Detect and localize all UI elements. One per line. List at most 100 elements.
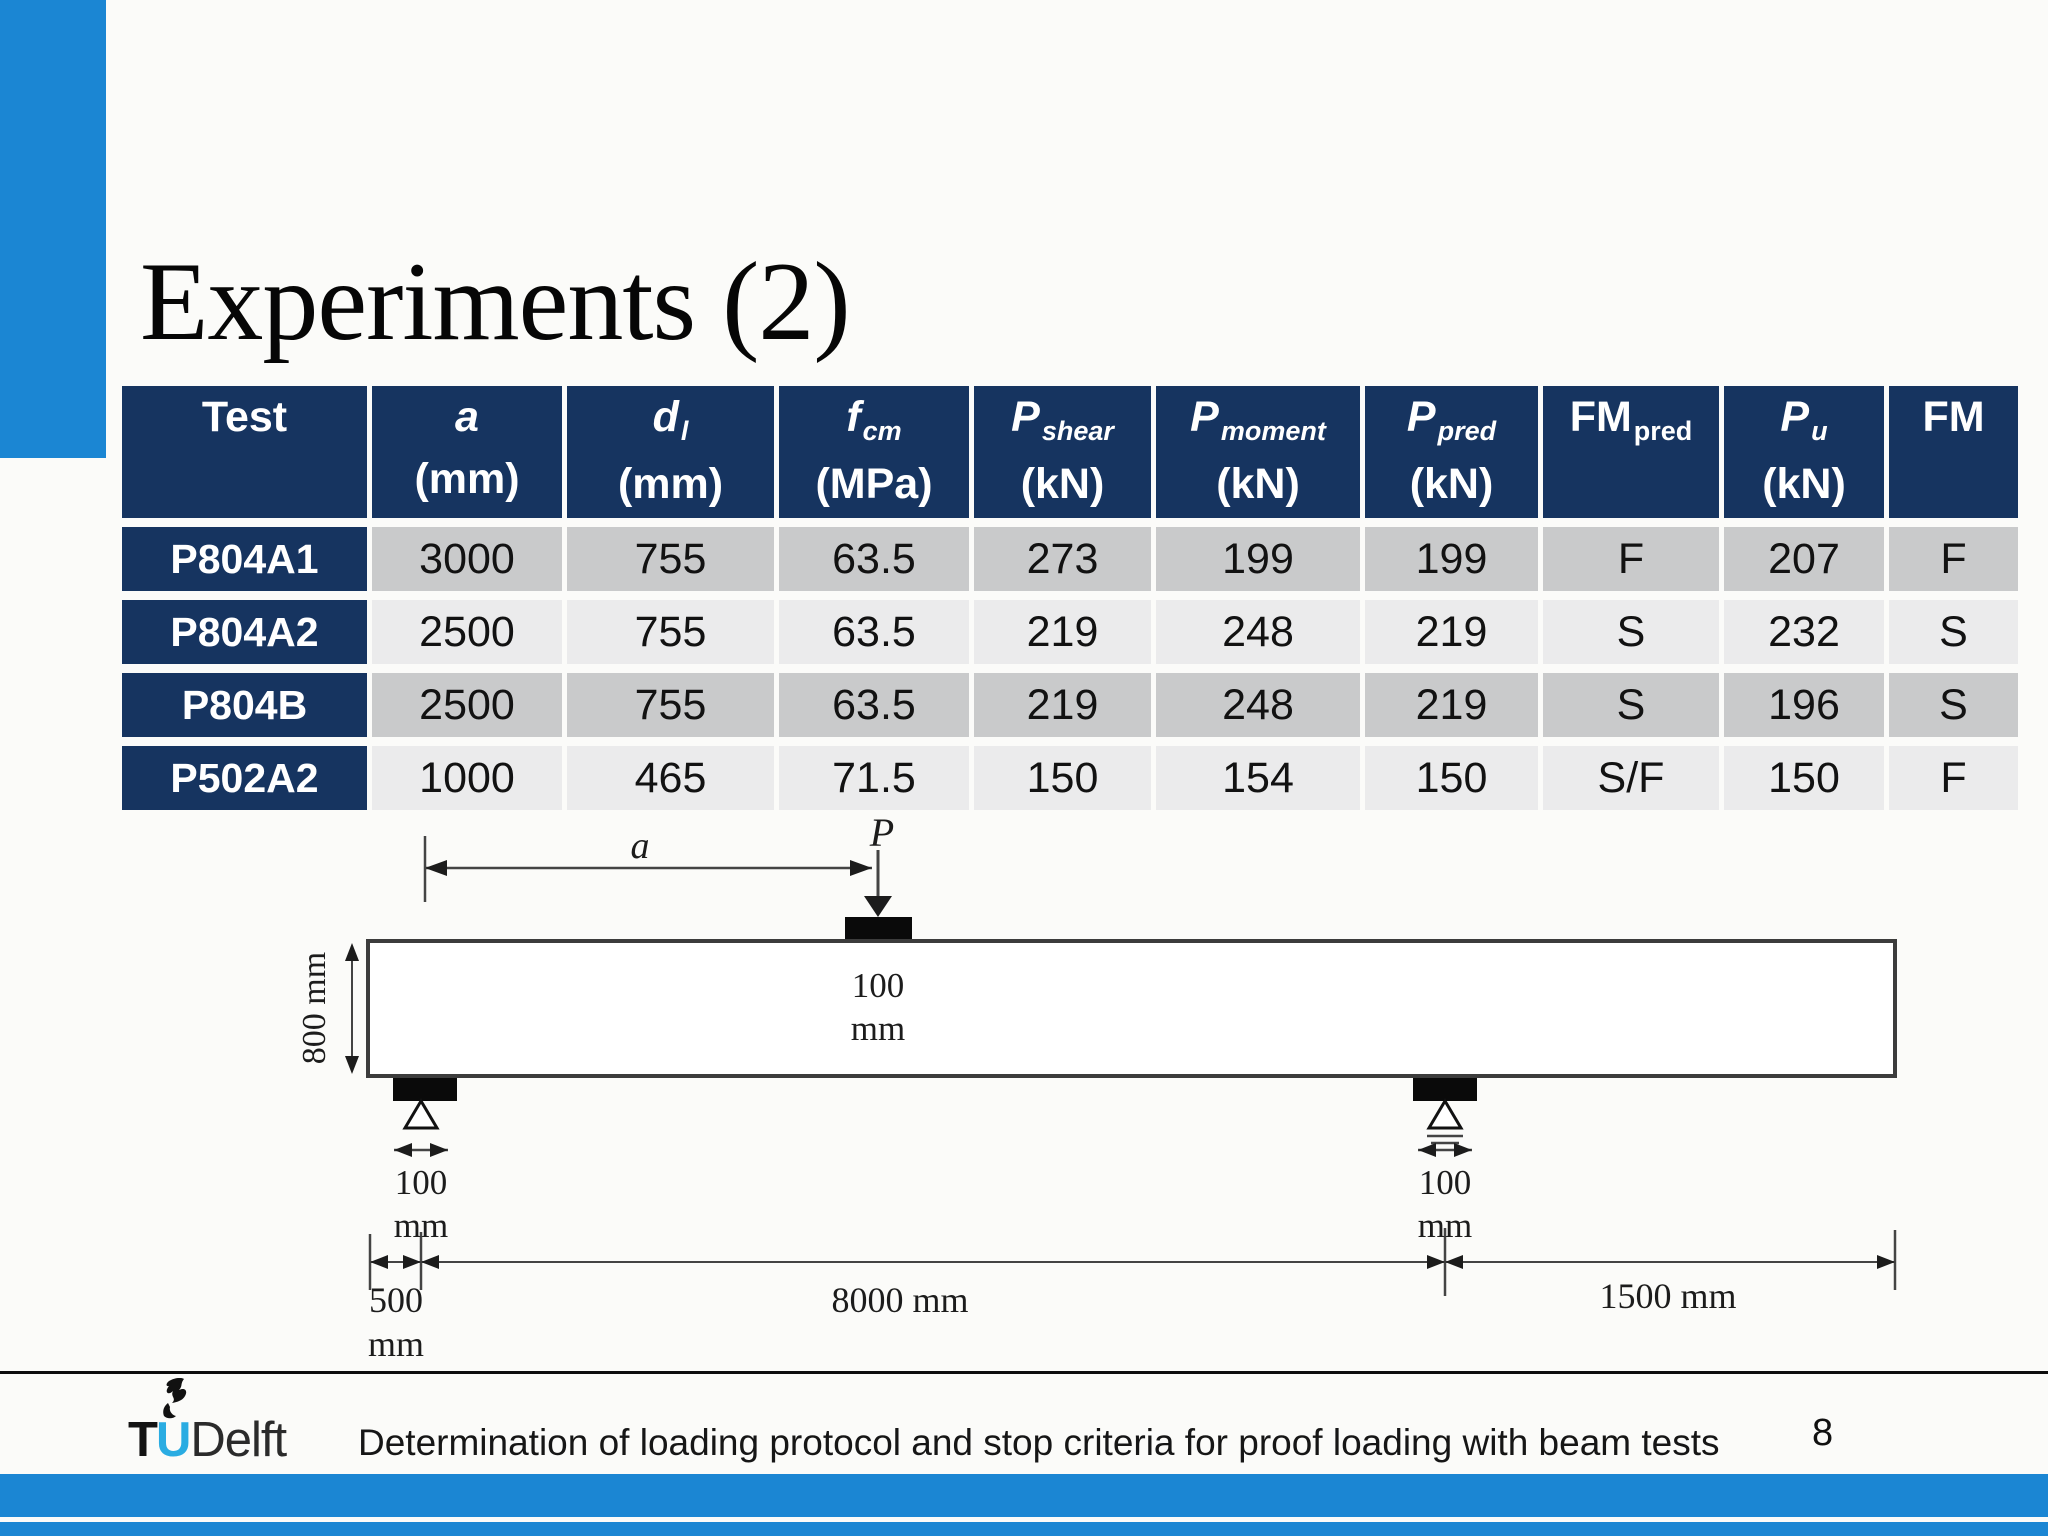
- test-id-cell: P502A2: [122, 746, 367, 810]
- data-cell: F: [1889, 746, 2018, 810]
- header-unit: (kN): [1762, 460, 1846, 508]
- shear-span-dimension: [423, 836, 872, 902]
- header-symbol: FM: [1569, 393, 1632, 441]
- load-plate-width-value: 100: [852, 966, 905, 1005]
- header-symbol: FM: [1922, 393, 1985, 441]
- data-cell: 219: [974, 600, 1151, 664]
- header-symbol: f: [846, 393, 861, 441]
- logo-letter-u: U: [155, 1413, 191, 1467]
- data-cell: 63.5: [779, 600, 969, 664]
- column-header-pu: Pu (kN): [1724, 386, 1884, 518]
- header-subscript: pred: [1633, 416, 1693, 446]
- header-subscript: cm: [862, 416, 902, 446]
- column-header-dl: dl (mm): [567, 386, 774, 518]
- data-cell: 150: [1365, 746, 1538, 810]
- slide-title: Experiments (2): [140, 240, 851, 364]
- data-cell: 755: [567, 600, 774, 664]
- header-unit: (MPa): [815, 460, 933, 508]
- data-cell: 196: [1724, 673, 1884, 737]
- beam-depth-dimension: [345, 943, 359, 1074]
- data-cell: 219: [974, 673, 1151, 737]
- column-header-fmpred: FMpred: [1543, 386, 1719, 518]
- header-unit: (mm): [414, 455, 520, 503]
- right-support-width-unit: mm: [1418, 1206, 1472, 1245]
- data-cell: S: [1543, 600, 1719, 664]
- header-unit: (kN): [1020, 460, 1105, 508]
- right-support: [1413, 1078, 1477, 1157]
- table-header: Test a (mm) dl (mm) fcm (MPa) Pshear (kN) Pmoment…: [122, 386, 2018, 518]
- data-cell: 63.5: [779, 673, 969, 737]
- header-subscript: shear: [1041, 416, 1114, 446]
- beam-depth-label: 800 mm: [296, 952, 333, 1064]
- test-id-cell: P804A1: [122, 527, 367, 591]
- results-table: Test a (mm) dl (mm) fcm (MPa) Pshear (kN) Pmoment…: [117, 377, 2023, 819]
- span-dimension-label: 8000 mm: [831, 1280, 968, 1320]
- data-cell: S: [1889, 673, 2018, 737]
- data-cell: S: [1889, 600, 2018, 664]
- column-header-pshear: Pshear (kN): [974, 386, 1151, 518]
- data-cell: 465: [567, 746, 774, 810]
- header-symbol: P: [1406, 393, 1436, 441]
- footer-separator-line: [0, 1371, 2048, 1374]
- header-unit: (kN): [1409, 460, 1494, 508]
- data-cell: 154: [1156, 746, 1360, 810]
- header-subscript: moment: [1220, 416, 1326, 446]
- left-support-width-value: 100: [395, 1163, 448, 1202]
- column-header-pmoment: Pmoment (kN): [1156, 386, 1360, 518]
- data-cell: 1000: [372, 746, 562, 810]
- test-id-cell: P804B: [122, 673, 367, 737]
- column-header-fm: FM: [1889, 386, 2018, 518]
- data-cell: F: [1543, 527, 1719, 591]
- column-header-a: a (mm): [372, 386, 562, 518]
- test-id-cell: P804A2: [122, 600, 367, 664]
- left-overhang-unit: mm: [368, 1324, 424, 1364]
- shear-span-label: a: [631, 825, 650, 867]
- left-accent-bar: [0, 0, 106, 458]
- footer-blue-bar-top: [0, 1474, 2048, 1517]
- logo-text: TUDelft: [128, 1413, 287, 1467]
- data-cell: 150: [974, 746, 1151, 810]
- header-unit: (mm): [617, 460, 724, 508]
- header-subscript: pred: [1437, 416, 1497, 446]
- left-support-width-unit: mm: [394, 1206, 448, 1245]
- header-unit: (kN): [1216, 460, 1300, 508]
- data-cell: 199: [1156, 527, 1360, 591]
- load-arrow: [864, 850, 892, 917]
- data-cell: 232: [1724, 600, 1884, 664]
- data-cell: 150: [1724, 746, 1884, 810]
- header-symbol: P: [1190, 393, 1219, 441]
- table-body: P804A1 3000 755 63.5 273 199 199 F 207 F P804A2 250…: [122, 527, 2018, 810]
- header-symbol: P: [1780, 393, 1810, 441]
- table-row: P804A1 3000 755 63.5 273 199 199 F 207 F: [122, 527, 2018, 591]
- column-header-fcm: fcm (MPa): [779, 386, 969, 518]
- left-overhang-value: 500: [369, 1280, 423, 1320]
- data-cell: 248: [1156, 600, 1360, 664]
- page-number: 8: [1812, 1412, 1834, 1454]
- logo-word-delft: Delft: [190, 1413, 287, 1467]
- table-row: P804B 2500 755 63.5 219 248 219 S 196 S: [122, 673, 2018, 737]
- table-row: P804A2 2500 755 63.5 219 248 219 S 232 S: [122, 600, 2018, 664]
- load-plate: [845, 917, 912, 941]
- header-symbol: a: [455, 393, 479, 441]
- footer-caption: Determination of loading protocol and st…: [358, 1422, 1720, 1463]
- data-cell: 199: [1365, 527, 1538, 591]
- tu-delft-logo: TUDelft: [128, 1376, 358, 1468]
- data-cell: 3000: [372, 527, 562, 591]
- header-subscript: u: [1811, 416, 1828, 446]
- data-cell: 2500: [372, 600, 562, 664]
- beam-outline: [366, 939, 1897, 1078]
- footer-blue-bar-bottom: [0, 1522, 2048, 1536]
- data-cell: 71.5: [779, 746, 969, 810]
- header-symbol: Test: [201, 393, 288, 441]
- data-cell: 2500: [372, 673, 562, 737]
- data-cell: 207: [1724, 527, 1884, 591]
- header-subscript: l: [680, 416, 689, 446]
- data-cell: 219: [1365, 673, 1538, 737]
- data-cell: 248: [1156, 673, 1360, 737]
- data-cell: 219: [1365, 600, 1538, 664]
- right-support-width-value: 100: [1419, 1163, 1472, 1202]
- data-cell: 63.5: [779, 527, 969, 591]
- left-support: [393, 1078, 457, 1157]
- header-symbol: P: [1011, 393, 1040, 441]
